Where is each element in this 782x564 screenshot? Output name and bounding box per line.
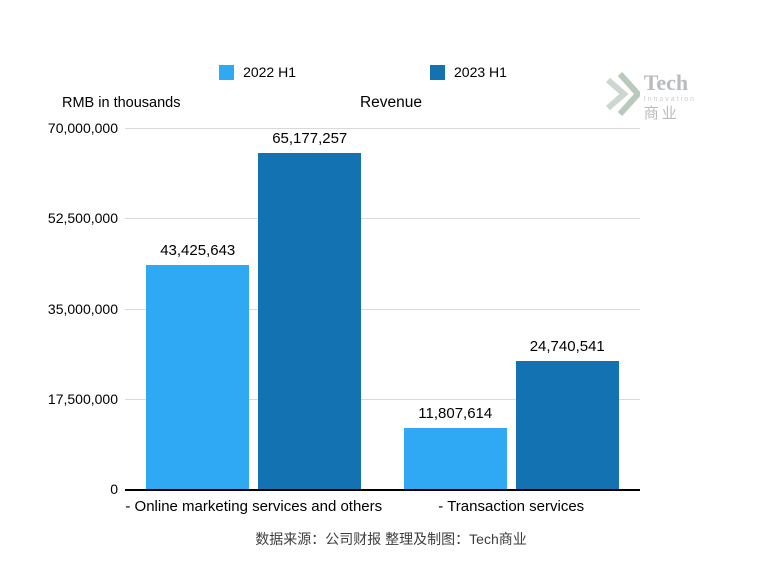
legend-label: 2022 H1 [243,64,296,80]
legend-item: 2023 H1 [430,64,507,80]
watermark-cn-brand: 商业 [643,105,680,122]
bar-wrapper: 43,425,643 [146,128,250,489]
legend-swatch [430,64,445,80]
chart-legend: 2022 H1 2023 H1 [0,64,726,80]
bar-wrapper: 24,740,541 [515,128,619,489]
chart-title: Revenue [359,94,423,111]
watermark-chevron-icon [604,70,642,123]
bar-wrapper: 11,807,614 [403,128,507,489]
bar-groups: 43,425,643 65,177,257 11,807,614 24,740,541 [125,128,640,489]
bar-2023-h1 [258,152,362,489]
y-tick-label: 70,000,000 [47,120,118,136]
gridline [125,308,640,310]
bar-group: 11,807,614 24,740,541 [403,128,619,489]
x-axis-labels: - Online marketing services and others - … [125,498,640,515]
legend-item: 2022 H1 [219,64,296,80]
bar-value-label: 43,425,643 [160,242,236,260]
bar-2022-h1 [403,428,507,489]
y-axis-ticks: 70,000,000 52,500,000 35,000,000 17,500,000… [0,120,118,497]
watermark-sub-brand: Innovation [643,96,696,103]
legend-swatch [219,64,235,80]
bar-2023-h1 [515,361,619,489]
gridline [125,398,640,400]
bar-value-label: 11,807,614 [418,405,493,423]
bar-value-label: 24,740,541 [529,338,605,356]
watermark-brand: Tech [643,70,689,95]
y-axis-unit-label: RMB in thousands [62,95,181,111]
x-axis-category-label: - Online marketing services and others [125,498,383,515]
plot-area: 43,425,643 65,177,257 11,807,614 24,740,541 [125,128,640,491]
y-tick-label: 17,500,000 [47,390,118,407]
gridline [125,128,640,129]
watermark-logo: Tech Innovation 商业 [604,70,696,123]
x-axis-category-label: - Transaction services [438,498,585,515]
source-note: 数据来源：公司财报 整理及制图：Tech商业 [255,531,527,547]
legend-label: 2023 H1 [454,64,507,80]
bar-group: 43,425,643 65,177,257 [146,128,362,489]
y-tick-label: 52,500,000 [47,210,118,227]
bar-wrapper: 65,177,257 [258,128,362,489]
bar-2022-h1 [146,265,250,489]
bar-value-label: 65,177,257 [272,129,348,147]
y-tick-label: 35,000,000 [47,300,118,317]
gridline [125,218,640,220]
y-tick-label: 0 [110,481,118,497]
watermark-text: Tech Innovation 商业 [643,70,696,122]
